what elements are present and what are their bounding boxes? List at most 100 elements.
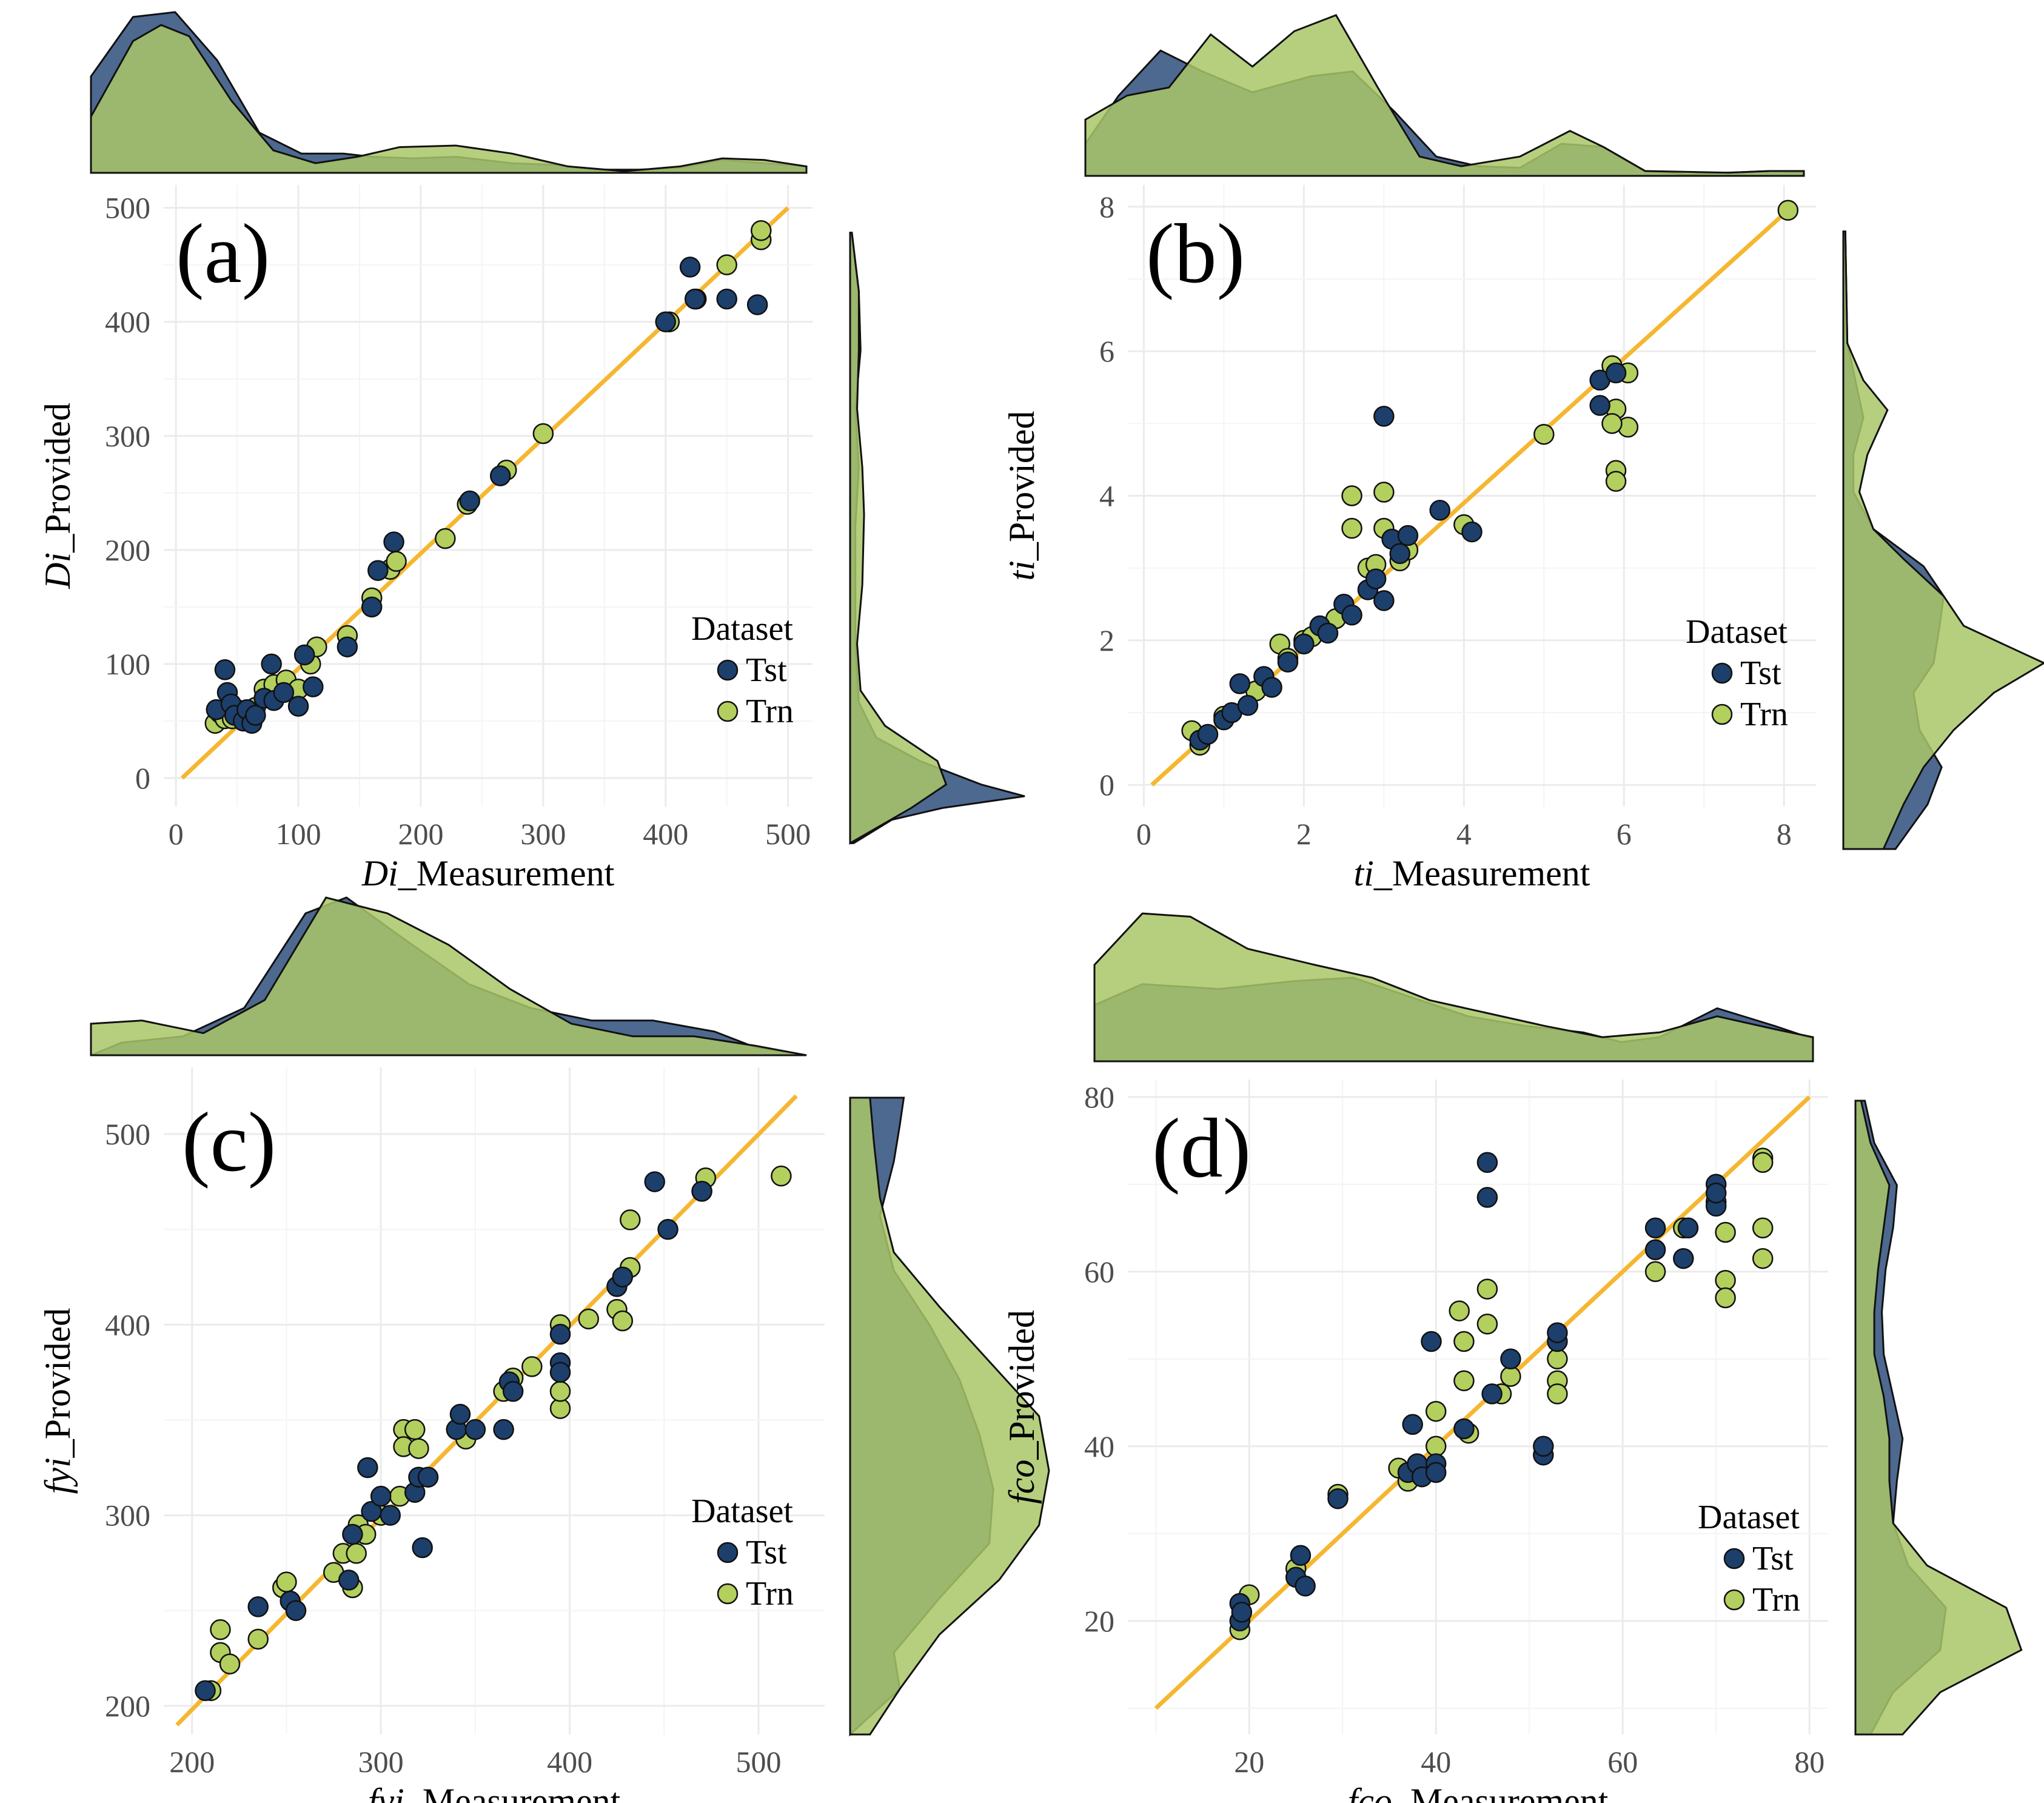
data-point-trn — [1425, 1435, 1447, 1457]
density-y-trn — [849, 1096, 1050, 1736]
data-point-tst — [1229, 673, 1251, 694]
data-point-tst — [655, 311, 676, 332]
data-point-tst — [1500, 1348, 1521, 1370]
x-axis-title-text: _Measurement — [398, 853, 615, 893]
data-point-trn — [219, 1653, 241, 1674]
data-point-tst — [1341, 604, 1362, 626]
x-tick-label: 400 — [547, 1745, 592, 1779]
x-tick-label: 20 — [1234, 1745, 1264, 1779]
data-point-trn — [771, 1165, 792, 1187]
legend-key-tst — [717, 659, 739, 681]
y-tick-label: 0 — [1099, 768, 1114, 802]
data-point-tst — [357, 1457, 378, 1479]
data-point-tst — [1644, 1239, 1666, 1261]
y-axis-title-symbol: fco — [1002, 1460, 1042, 1504]
legend-key-trn — [1711, 703, 1733, 725]
x-tick-label: 0 — [169, 817, 184, 851]
x-tick-label: 80 — [1794, 1745, 1825, 1779]
panel-c: 200 300 400 500200300400500fyi_Measurementf… — [38, 896, 1050, 1803]
data-point-trn — [1777, 200, 1799, 221]
legend-label-tst: Tst — [1752, 1540, 1794, 1577]
panel-label: (b) — [1146, 207, 1245, 301]
data-point-tst — [1295, 1575, 1316, 1597]
data-point-trn — [578, 1308, 599, 1330]
x-axis-title-text: _Measurement — [404, 1781, 621, 1803]
x-axis-title-symbol: Di — [361, 853, 398, 893]
data-point-tst — [285, 1600, 307, 1621]
data-point-tst — [1327, 1488, 1349, 1509]
data-point-trn — [1715, 1221, 1736, 1243]
data-point-trn — [750, 220, 772, 241]
fit-line — [175, 1094, 798, 1727]
x-tick-label: 2 — [1296, 817, 1312, 851]
x-tick-label: 400 — [643, 817, 688, 851]
data-point-tst — [1373, 590, 1395, 611]
y-tick-label: 2 — [1099, 623, 1114, 657]
data-point-tst — [1677, 1217, 1699, 1239]
y-tick-label: 200 — [105, 533, 150, 567]
data-point-trn — [210, 1619, 231, 1640]
data-point-tst — [1397, 525, 1419, 546]
legend-key-trn — [1723, 1589, 1745, 1611]
data-point-tst — [245, 705, 266, 726]
x-tick-label: 6 — [1617, 817, 1632, 851]
legend-title: Dataset — [1686, 613, 1788, 651]
data-point-tst — [1481, 1383, 1503, 1405]
data-point-tst — [1231, 1602, 1253, 1623]
x-tick-label: 100 — [276, 817, 321, 851]
legend-label-tst: Tst — [1740, 654, 1781, 692]
x-tick-label: 300 — [520, 817, 566, 851]
y-axis-title-symbol: fyi — [38, 1457, 78, 1494]
x-tick-label: 500 — [736, 1745, 782, 1779]
data-point-trn — [521, 1356, 543, 1377]
data-point-tst — [195, 1680, 216, 1701]
data-point-tst — [464, 1419, 486, 1440]
legend-label-tst: Tst — [746, 651, 787, 689]
data-point-trn — [716, 254, 737, 275]
data-point-tst — [1277, 651, 1299, 673]
data-point-trn — [1547, 1383, 1568, 1405]
x-tick-label: 200 — [398, 817, 443, 851]
data-point-tst — [493, 1419, 514, 1440]
gridlines — [164, 185, 813, 807]
data-point-trn — [1601, 413, 1623, 434]
data-point-trn — [1644, 1261, 1666, 1283]
data-point-tst — [337, 636, 358, 657]
data-point-tst — [612, 1266, 634, 1288]
panel-a: 0 100 200 300 400 5000100200300400500Di_Measu… — [38, 11, 1025, 893]
data-point-tst — [303, 676, 324, 697]
data-point-trn — [435, 528, 456, 549]
data-point-tst — [1605, 362, 1627, 384]
marginal-density-y — [849, 232, 1025, 845]
data-point-trn — [247, 1628, 269, 1650]
y-tick-label: 80 — [1084, 1080, 1114, 1114]
data-point-tst — [716, 288, 737, 310]
legend-key-tst — [717, 1542, 739, 1563]
y-tick-label: 500 — [105, 191, 150, 225]
data-point-trn — [1476, 1278, 1498, 1300]
y-tick-label: 500 — [105, 1117, 150, 1151]
series-tst — [1189, 362, 1627, 751]
data-point-tst — [370, 1485, 392, 1507]
data-point-trn — [1715, 1269, 1736, 1291]
legend-label-trn: Trn — [746, 1575, 794, 1613]
x-axis-title: fyi_Measurement — [368, 1781, 621, 1803]
data-point-tst — [1589, 395, 1610, 416]
data-point-tst — [1290, 1545, 1312, 1566]
y-axis-title-symbol: ti — [1002, 560, 1042, 580]
legend-label-trn: Trn — [1740, 696, 1788, 733]
marginal-density-x — [1084, 14, 1805, 177]
data-point-tst — [1373, 406, 1395, 427]
x-axis-title-symbol: fco — [1348, 1781, 1392, 1803]
data-point-tst — [644, 1171, 665, 1192]
x-axis-title-text: _Measurement — [1373, 853, 1590, 893]
data-point-tst — [679, 257, 701, 278]
data-point-tst — [1197, 724, 1219, 745]
data-point-tst — [684, 288, 706, 310]
y-tick-label: 200 — [105, 1689, 150, 1723]
data-point-tst — [214, 659, 236, 680]
data-point-tst — [293, 644, 315, 666]
data-point-tst — [1705, 1182, 1727, 1204]
